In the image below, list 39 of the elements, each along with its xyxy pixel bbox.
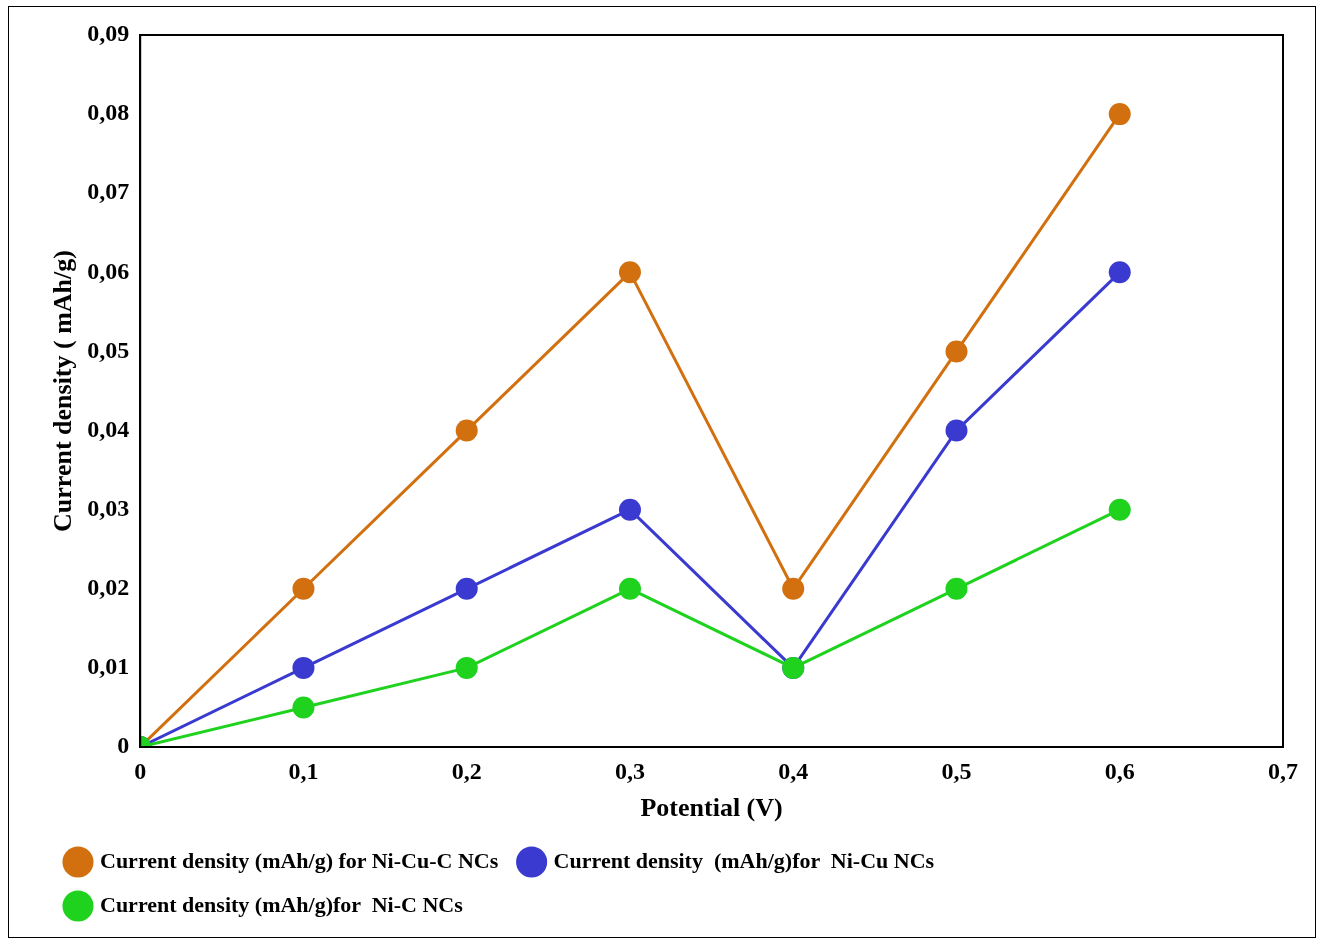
point: [618, 498, 641, 521]
point: [1108, 103, 1131, 126]
x-axis-title: Potential (V): [640, 793, 783, 823]
x-tick-label: 0: [134, 757, 147, 784]
x-tick-label: 0,6: [1104, 757, 1135, 784]
point: [292, 656, 315, 679]
y-tick-label: 0,04: [87, 415, 130, 442]
y-tick-label: 0,09: [87, 20, 130, 47]
x-tick-label: 0,5: [941, 757, 972, 784]
point: [945, 340, 968, 363]
point: [455, 656, 478, 679]
x-tick-label: 0,2: [451, 757, 482, 784]
y-tick-label: 0,01: [87, 653, 130, 680]
point: [292, 577, 315, 600]
legend-label: Current density (mAh/g)for Ni-Cu NCs: [553, 847, 935, 873]
y-tick-label: 0: [117, 732, 130, 759]
y-tick-label: 0,05: [87, 336, 130, 363]
y-tick-label: 0,07: [87, 178, 130, 205]
point: [618, 577, 641, 600]
legend-label: Current density (mAh/g)for Ni-C NCs: [100, 891, 464, 917]
x-tick-label: 0,7: [1268, 757, 1298, 784]
y-tick-label: 0,03: [87, 494, 130, 521]
legend-label: Current density (mAh/g) for Ni-Cu-C NCs: [100, 847, 499, 873]
point: [455, 577, 478, 600]
y-tick-label: 0,02: [87, 573, 130, 600]
point: [1108, 261, 1131, 284]
point: [945, 419, 968, 442]
point: [292, 696, 315, 719]
point: [455, 419, 478, 442]
x-tick-label: 0,3: [614, 757, 645, 784]
y-tick-label: 0,06: [87, 257, 130, 284]
x-tick-label: 0,1: [288, 757, 319, 784]
point: [945, 577, 968, 600]
x-tick-label: 0,4: [778, 757, 809, 784]
y-axis-title: Current density ( mAh/g): [48, 250, 78, 532]
point: [618, 261, 641, 284]
point: [1108, 498, 1131, 521]
y-tick-label: 0,08: [87, 99, 130, 126]
point: [782, 577, 805, 600]
